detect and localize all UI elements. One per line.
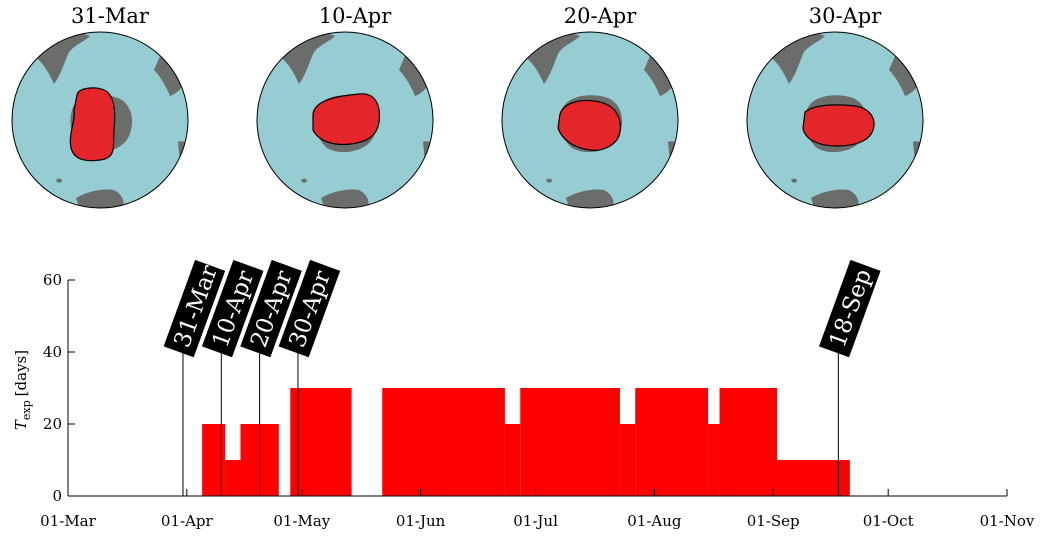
ozone-region [802, 104, 875, 147]
landmass [656, 179, 664, 187]
ozone-region [557, 99, 621, 151]
bar-segment [290, 388, 352, 496]
bar-segment [520, 388, 620, 496]
bar-segment [619, 424, 636, 496]
globe-outline [11, 31, 189, 209]
landmass [321, 189, 369, 208]
marker-flag-box [163, 259, 226, 358]
marker-flag-box [201, 259, 264, 358]
landmass [56, 178, 62, 183]
map-title: 10-Apr [318, 4, 392, 28]
x-tick-label: 01-Sep [747, 512, 800, 530]
ozone-region [69, 87, 116, 162]
globe-outline [501, 31, 679, 209]
y-tick-label: 0 [52, 487, 62, 505]
bar-segment [777, 460, 850, 496]
x-tick-label: 01-Oct [863, 512, 914, 530]
y-axis-label-unit: [days] [12, 350, 30, 396]
x-tick-label: 01-Jun [396, 512, 446, 530]
bar-segment [504, 424, 521, 496]
y-axis-label: Texp [days] [12, 350, 33, 430]
landmass [301, 178, 307, 183]
marker-flag-box [278, 259, 341, 358]
map-title: 20-Apr [563, 4, 637, 28]
ozone-region [312, 93, 381, 146]
globe-map [501, 31, 679, 209]
globe-map [256, 31, 434, 209]
bar-segment [708, 424, 720, 496]
marker-flag-label: 18-Sep [825, 266, 877, 351]
y-tick-label: 40 [43, 343, 62, 361]
marker-flag-box [819, 259, 881, 358]
y-axis-label-main: T [12, 419, 30, 430]
x-tick-label: 01-Mar [40, 512, 96, 530]
landmass [566, 189, 614, 208]
y-axis-label-sub: exp [20, 400, 33, 420]
bar-segment [382, 388, 505, 496]
map-panel: 30-Apr [745, 0, 945, 236]
exposure-chart: 0 20 40 60 01-Mar 01-Apr 01-May 01-Jun 01-Jul 01-… [12, 259, 1035, 530]
x-tick-label: 01-Apr [161, 512, 214, 530]
map-row: 31-Mar 10-Apr 20-Apr 30-Apr [0, 0, 1040, 236]
landmass [411, 179, 419, 187]
map-title: 30-Apr [808, 4, 882, 28]
x-tick-label: 01-Jul [513, 512, 558, 530]
y-tick-label: 60 [43, 271, 62, 289]
map-title: 31-Mar [71, 4, 149, 28]
landmass [644, 56, 676, 96]
landmass [154, 56, 186, 96]
landmass [546, 178, 552, 183]
landmass [901, 179, 909, 187]
marker-flag: 18-Sep [819, 259, 881, 358]
bar-segment [635, 388, 709, 496]
map-panel: 10-Apr [255, 0, 455, 236]
globe-map [746, 31, 924, 209]
landmass [166, 179, 174, 187]
map-panel: 20-Apr [500, 0, 700, 236]
globe-map [11, 31, 189, 209]
globe-outline [256, 31, 434, 209]
landmass [399, 56, 431, 96]
landmass [76, 189, 124, 208]
x-tick-label: 01-Nov [980, 512, 1035, 530]
bar-segment [202, 424, 226, 496]
bar-segment [225, 460, 241, 496]
x-tick-label: 01-May [273, 512, 330, 530]
landmass [889, 56, 921, 96]
marker-flag-box [240, 259, 302, 358]
bar-segment [719, 388, 778, 496]
globe-outline [746, 31, 924, 209]
landmass [791, 178, 797, 183]
y-tick-label: 20 [43, 415, 62, 433]
map-panel: 31-Mar [10, 0, 210, 236]
x-tick-label: 01-Aug [627, 512, 682, 530]
landmass [811, 189, 859, 208]
